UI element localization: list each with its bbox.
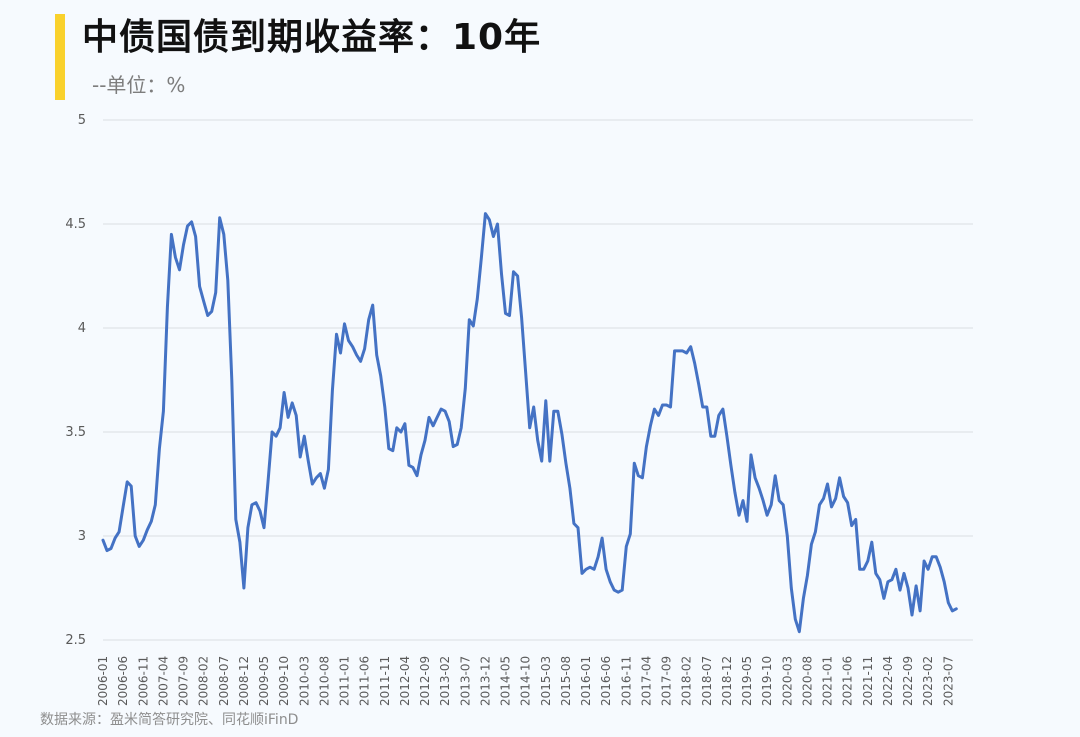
unit-subtitle: --单位：%	[92, 73, 186, 97]
x-axis-tick-labels: 2006-01 2006-06 2006-11 2007-04 2007-09 2008-…	[96, 656, 955, 706]
x-tick-label: 2020-03	[780, 656, 794, 706]
x-tick-label: 2013-12	[478, 656, 492, 706]
y-tick-label: 2.5	[65, 633, 86, 648]
x-tick-label: 2009-05	[257, 656, 271, 706]
title-accent-bar	[55, 14, 65, 100]
x-tick-label: 2023-02	[921, 656, 935, 706]
x-tick-label: 2019-10	[760, 656, 774, 706]
x-tick-label: 2015-03	[539, 656, 553, 706]
x-tick-label: 2006-06	[116, 656, 130, 706]
x-tick-label: 2021-11	[861, 656, 875, 706]
x-tick-label: 2012-09	[418, 656, 432, 706]
x-tick-label: 2023-07	[941, 656, 955, 706]
x-tick-label: 2011-06	[358, 656, 372, 706]
x-tick-label: 2006-01	[96, 656, 110, 706]
x-tick-label: 2008-02	[197, 656, 211, 706]
x-tick-label: 2022-04	[881, 656, 895, 706]
x-tick-label: 2018-02	[680, 656, 694, 706]
chart-gridlines	[103, 119, 973, 641]
x-tick-label: 2010-03	[297, 656, 311, 706]
x-tick-label: 2018-07	[700, 656, 714, 706]
x-tick-label: 2014-05	[499, 656, 513, 706]
x-tick-label: 2008-12	[237, 656, 251, 706]
y-tick-label: 3	[78, 529, 86, 544]
y-tick-label: 5	[78, 113, 86, 128]
x-tick-label: 2021-01	[821, 656, 835, 706]
x-tick-label: 2013-07	[458, 656, 472, 706]
x-tick-label: 2011-11	[378, 656, 392, 706]
x-tick-label: 2011-01	[338, 656, 352, 706]
x-tick-label: 2016-01	[579, 656, 593, 706]
x-tick-label: 2016-06	[599, 656, 613, 706]
x-tick-label: 2016-11	[619, 656, 633, 706]
x-tick-label: 2015-08	[559, 656, 573, 706]
x-tick-label: 2022-09	[901, 656, 915, 706]
x-tick-label: 2009-10	[277, 656, 291, 706]
chart-title: 中债国债到期收益率：10年	[82, 17, 542, 58]
x-tick-label: 2008-07	[217, 656, 231, 706]
x-tick-label: 2018-12	[720, 656, 734, 706]
x-tick-label: 2007-04	[156, 656, 170, 706]
x-tick-label: 2017-09	[660, 656, 674, 706]
y-tick-label: 3.5	[65, 425, 86, 440]
x-tick-label: 2013-02	[438, 656, 452, 706]
data-source-note: 数据来源：盈米简答研究院、同花顺iFinD	[40, 712, 299, 728]
y-tick-label: 4.5	[65, 217, 86, 232]
x-tick-label: 2020-08	[800, 656, 814, 706]
y-tick-label: 4	[78, 321, 86, 336]
y-axis-tick-labels: 5 4.5 4 3.5 3 2.5	[65, 113, 86, 648]
x-tick-label: 2017-04	[639, 656, 653, 706]
x-tick-label: 2006-11	[136, 656, 150, 706]
x-tick-label: 2019-05	[740, 656, 754, 706]
x-tick-label: 2012-04	[398, 656, 412, 706]
x-tick-label: 2007-09	[177, 656, 191, 706]
series-line-cgb-10y-yield	[101, 212, 958, 634]
x-tick-label: 2014-10	[519, 656, 533, 706]
x-tick-label: 2010-08	[317, 656, 331, 706]
x-tick-label: 2021-06	[841, 656, 855, 706]
